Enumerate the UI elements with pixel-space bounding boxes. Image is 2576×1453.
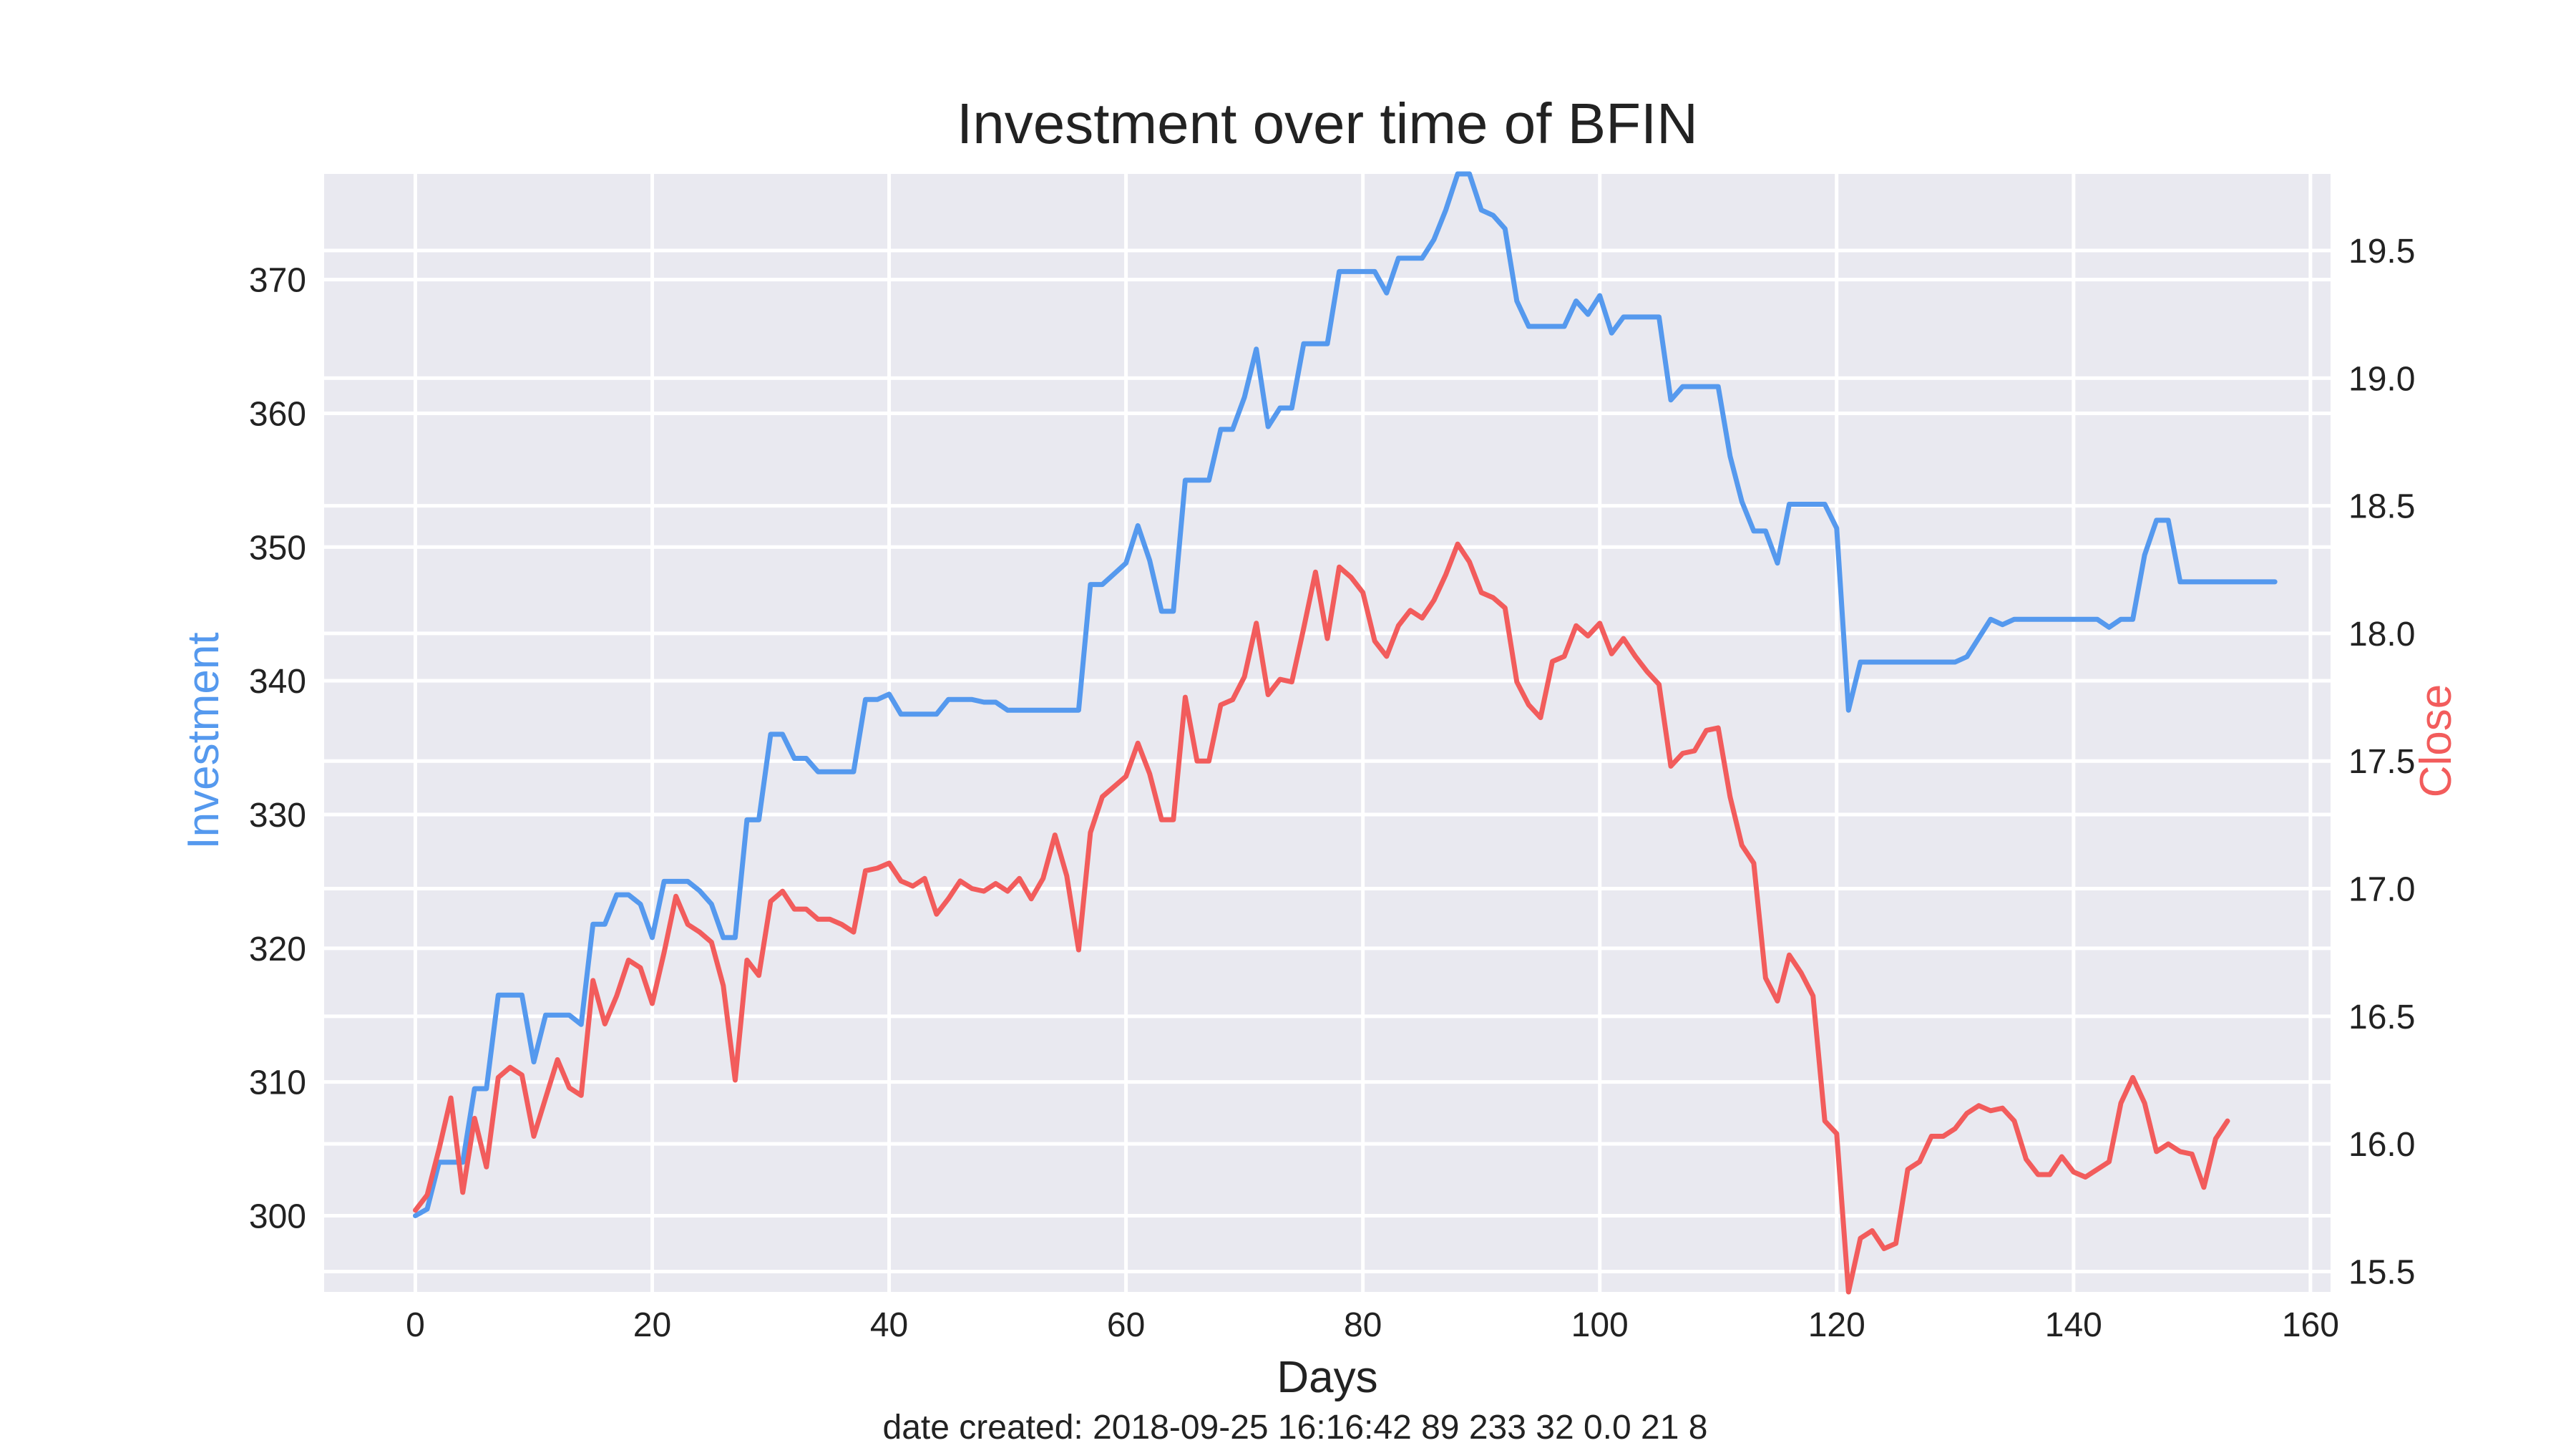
left-y-tick-label: 330 — [249, 797, 306, 835]
left-y-tick-label: 360 — [249, 395, 306, 433]
x-tick-label: 20 — [633, 1306, 671, 1344]
x-tick-label: 40 — [870, 1306, 908, 1344]
x-tick-label: 120 — [1808, 1306, 1865, 1344]
left-y-tick-label: 310 — [249, 1064, 306, 1102]
close-series-line — [413, 541, 2230, 1295]
plot-area — [324, 174, 2331, 1292]
right-axis-label: Close — [2411, 684, 2461, 798]
left-y-tick-label: 340 — [249, 663, 306, 701]
right-y-tick-label: 19.0 — [2348, 360, 2415, 398]
footer-note: date created: 2018-09-25 16:16:42 89 233… — [883, 1409, 1708, 1447]
right-y-tick-label: 18.0 — [2348, 616, 2415, 653]
x-tick-label: 100 — [1571, 1306, 1629, 1344]
right-y-tick-label: 16.5 — [2348, 998, 2415, 1036]
left-y-tick-label: 320 — [249, 930, 306, 968]
x-tick-label: 140 — [2045, 1306, 2102, 1344]
right-y-tick-label: 17.0 — [2348, 871, 2415, 909]
x-tick-label: 0 — [406, 1306, 425, 1344]
left-y-tick-label: 350 — [249, 529, 306, 567]
right-y-tick-label: 18.5 — [2348, 488, 2415, 526]
left-y-tick-label: 300 — [249, 1198, 306, 1236]
left-y-tick-label: 370 — [249, 262, 306, 300]
left-axis-label: Investment — [179, 632, 228, 849]
right-y-tick-label: 15.5 — [2348, 1253, 2415, 1291]
chart-title: Investment over time of BFIN — [957, 92, 1698, 155]
right-y-tick-label: 17.5 — [2348, 743, 2415, 781]
right-y-tick-label: 19.5 — [2348, 233, 2415, 271]
x-axis-label: Days — [1277, 1353, 1377, 1402]
investment-series-line — [413, 171, 2278, 1218]
right-y-tick-label: 16.0 — [2348, 1126, 2415, 1164]
x-tick-label: 160 — [2282, 1306, 2339, 1344]
x-tick-label: 60 — [1107, 1306, 1145, 1344]
x-tick-label: 80 — [1344, 1306, 1382, 1344]
